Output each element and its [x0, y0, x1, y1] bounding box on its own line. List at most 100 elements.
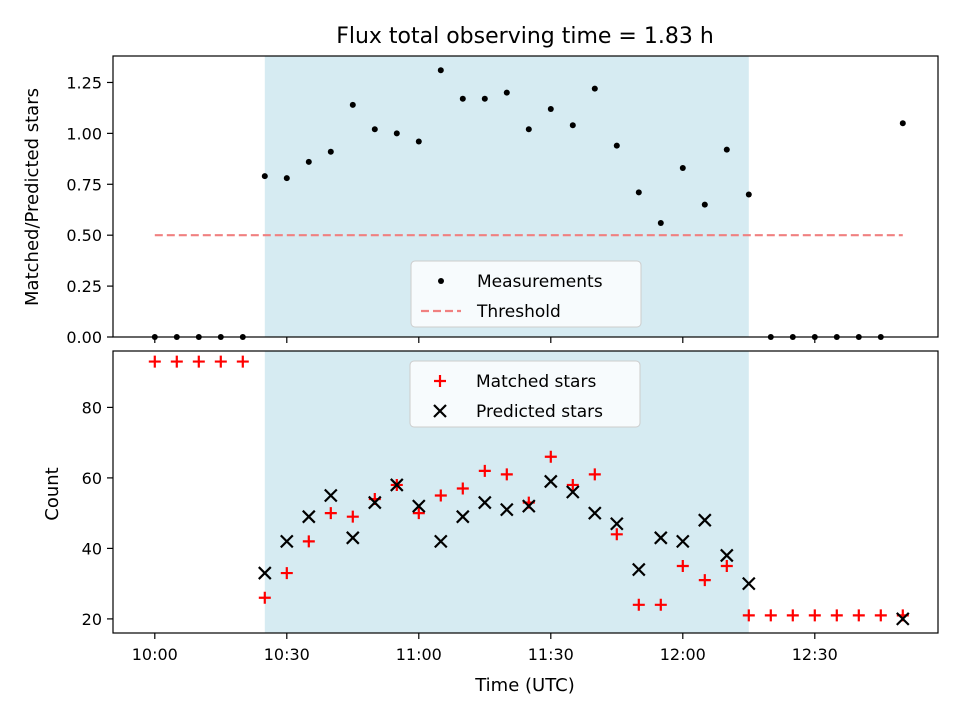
x-tick-label: 11:00 — [396, 645, 442, 664]
legend-label: Measurements — [477, 272, 603, 292]
matched-stars-point — [808, 609, 821, 622]
y-tick-label: 0.00 — [66, 328, 102, 347]
predicted-stars-point — [346, 531, 360, 545]
matched-stars-point — [610, 528, 623, 541]
measurement-point — [723, 146, 730, 153]
x-tick-label: 11:30 — [528, 645, 574, 664]
matched-stars-point — [412, 507, 425, 520]
legend-predicted-swatch — [433, 404, 447, 418]
measurement-point — [283, 175, 290, 182]
matched-stars-point — [346, 510, 359, 523]
y-tick-label: 0.50 — [66, 226, 102, 245]
matched-stars-point — [852, 609, 865, 622]
matched-stars-point — [874, 609, 887, 622]
measurement-point — [899, 120, 906, 127]
predicted-stars-point — [896, 612, 910, 626]
matched-stars-point — [720, 560, 733, 573]
measurement-point — [525, 126, 532, 133]
measurement-point — [503, 89, 510, 96]
predicted-stars-point — [632, 562, 646, 577]
predicted-stars-point — [434, 534, 448, 549]
legend-box — [410, 260, 642, 328]
matched-stars-point — [434, 489, 447, 502]
matched-stars-point — [214, 355, 227, 368]
matched-stars-point — [544, 450, 557, 463]
predicted-stars-point — [390, 478, 404, 492]
x-tick-label: 12:30 — [792, 645, 838, 664]
matched-stars-point — [676, 560, 689, 573]
measurement-point — [371, 126, 378, 133]
measurement-point — [437, 67, 444, 74]
y-tick-label: 80 — [82, 398, 102, 417]
measurement-point — [393, 130, 400, 137]
y-tick-label: 1.25 — [66, 73, 102, 92]
predicted-stars-point — [302, 509, 316, 524]
matched-stars-point — [324, 507, 337, 520]
bottom-panel-y-axis-label: Count — [42, 467, 63, 520]
matched-stars-point — [258, 591, 271, 604]
measurement-point — [327, 148, 334, 155]
measurement-point — [459, 95, 466, 102]
panel-frame — [112, 55, 939, 338]
matched-stars-point — [478, 464, 491, 477]
predicted-stars-point — [522, 499, 536, 513]
measurement-point — [261, 173, 268, 180]
predicted-stars-point — [742, 576, 756, 591]
legend-label: Threshold — [476, 302, 561, 322]
predicted-stars-point — [258, 566, 272, 580]
predicted-stars-point — [500, 502, 514, 517]
legend: Matched stars Predicted stars — [409, 360, 641, 428]
x-axis-label: Time (UTC) — [474, 675, 575, 696]
predicted-stars-point — [588, 506, 602, 520]
x-tick-label: 10:30 — [264, 645, 310, 664]
legend-label: Matched stars — [476, 372, 596, 392]
matched-stars-point — [566, 478, 579, 491]
matched-stars-point — [302, 535, 315, 548]
predicted-stars-point — [544, 474, 558, 489]
top-panel-y-axis-label: Matched/Predicted stars — [22, 88, 43, 306]
predicted-stars-point — [412, 499, 426, 513]
y-tick-label: 40 — [82, 539, 102, 558]
matched-stars-point — [192, 355, 205, 368]
measurement-point — [613, 142, 620, 149]
matched-stars-point — [456, 482, 469, 495]
y-tick-label: 60 — [82, 469, 102, 488]
matched-stars-point — [500, 468, 513, 481]
predicted-stars-point — [280, 534, 294, 549]
matched-stars-point — [588, 468, 601, 481]
ratio-panel: 0.00 0.25 0.50 0.75 1.00 1.25 Measurements Thre… — [66, 55, 939, 347]
predicted-stars-point — [368, 495, 382, 510]
matched-stars-point — [698, 574, 711, 587]
measurement-point — [415, 138, 422, 145]
x-tick-label: 10:00 — [132, 645, 178, 664]
measurement-point — [701, 201, 708, 208]
measurement-point — [481, 95, 488, 102]
measurement-point — [679, 164, 686, 171]
measurement-point — [569, 122, 576, 129]
measurement-point — [745, 191, 752, 198]
measurement-point — [657, 219, 664, 226]
y-tick-label: 1.00 — [66, 124, 102, 143]
legend-matched-swatch — [434, 375, 446, 387]
predicted-stars-point — [610, 516, 624, 531]
predicted-stars-point — [566, 485, 580, 499]
measurement-point — [635, 189, 642, 196]
panel-frame — [112, 350, 939, 634]
predicted-stars-point — [720, 548, 734, 563]
predicted-stars-point — [698, 513, 712, 527]
matched-stars-point — [280, 567, 293, 580]
legend-box — [409, 360, 641, 428]
matched-stars-point — [170, 355, 183, 368]
matched-stars-point — [742, 609, 755, 622]
matched-stars-point — [654, 598, 667, 611]
y-tick-label: 0.25 — [66, 277, 102, 296]
measurement-point — [547, 105, 554, 112]
legend-label: Predicted stars — [476, 402, 603, 422]
chart-title: Flux total observing time = 1.83 h — [336, 24, 714, 49]
count-panel: 20 40 60 80 10:00 10:30 11:00 11:30 12:00 12:30 Ma… — [82, 350, 939, 664]
predicted-stars-point — [478, 495, 492, 510]
legend: Measurements Threshold — [410, 260, 642, 328]
matched-stars-point — [764, 609, 777, 622]
x-tick-label: 12:00 — [660, 645, 706, 664]
